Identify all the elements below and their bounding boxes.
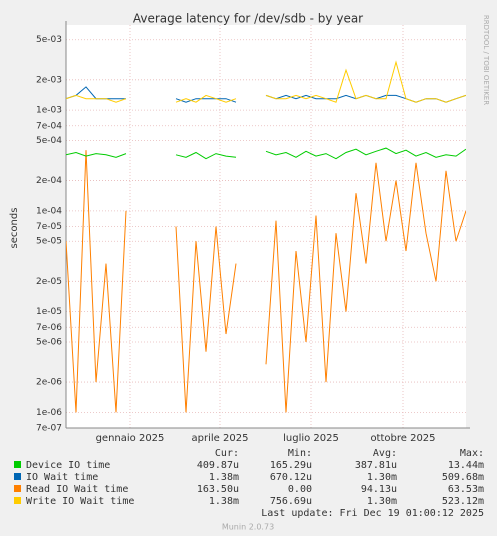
- stats-value: 165.29u: [270, 460, 312, 471]
- legend-label: Read IO Wait time: [26, 484, 128, 495]
- stats-value: 1.30m: [367, 472, 397, 483]
- stats-header: Min:: [288, 448, 312, 459]
- chart-title: Average latency for /dev/sdb - by year: [133, 12, 363, 26]
- stats-value: 509.68m: [442, 472, 484, 483]
- y-tick-label: 2e-05: [36, 277, 62, 287]
- x-tick-label: gennaio 2025: [96, 433, 165, 444]
- series-line: [175, 151, 237, 160]
- series-line: [66, 94, 127, 103]
- side-text: RRDTOOL / TOBI OETIKER: [482, 15, 490, 105]
- legend-label: Write IO Wait time: [26, 496, 134, 507]
- legend-swatch: [14, 497, 21, 504]
- footer: Last update: Fri Dec 19 01:00:12 2025: [261, 508, 484, 519]
- y-tick-label: 1e-04: [36, 206, 62, 216]
- y-tick-label: 1e-06: [36, 408, 62, 418]
- stats-header: Cur:: [215, 448, 239, 459]
- x-tick-label: ottobre 2025: [370, 433, 435, 444]
- y-tick-label: 5e-05: [36, 237, 62, 247]
- stats-value: 670.12u: [270, 472, 312, 483]
- series-line: [66, 151, 127, 158]
- stats-value: 163.50u: [197, 484, 239, 495]
- stats-value: 94.13u: [361, 484, 397, 495]
- y-tick-label: 5e-06: [36, 337, 62, 347]
- y-tick-label: 1e-05: [36, 307, 62, 317]
- y-tick-label: 7e-07: [36, 424, 62, 434]
- stats-value: 63.53m: [448, 484, 484, 495]
- y-tick-label: 5e-04: [36, 136, 62, 146]
- series-line: [175, 226, 237, 413]
- y-tick-label: 1e-03: [36, 106, 62, 116]
- stats-value: 1.30m: [367, 496, 397, 507]
- stats-value: 409.87u: [197, 460, 239, 471]
- stats-value: 0.00: [288, 484, 312, 495]
- y-tick-label: 2e-04: [36, 176, 62, 186]
- y-tick-label: 5e-03: [36, 35, 62, 45]
- stats-value: 1.38m: [209, 472, 239, 483]
- series-line: [265, 147, 466, 160]
- y-tick-label: 7e-04: [36, 121, 62, 131]
- y-tick-label: 7e-05: [36, 222, 62, 232]
- legend-swatch: [14, 461, 21, 468]
- series-line: [175, 98, 237, 103]
- y-tick-label: 2e-03: [36, 75, 62, 85]
- series-line: [265, 60, 466, 103]
- legend-label: Device IO time: [26, 460, 110, 471]
- legend-label: IO Wait time: [26, 472, 98, 483]
- legend-swatch: [14, 473, 21, 480]
- stats-header: Max:: [460, 448, 484, 459]
- stats-header: Avg:: [373, 448, 397, 459]
- x-tick-label: aprile 2025: [192, 433, 249, 444]
- y-tick-label: 2e-06: [36, 378, 62, 388]
- y-tick-label: 7e-06: [36, 323, 62, 333]
- y-axis-label: seconds: [9, 208, 20, 249]
- x-tick-label: luglio 2025: [283, 433, 339, 444]
- series-line: [265, 162, 466, 413]
- series-line: [175, 94, 237, 103]
- stats-value: 756.69u: [270, 496, 312, 507]
- credit: Munin 2.0.73: [222, 523, 274, 532]
- legend-swatch: [14, 485, 21, 492]
- stats-value: 13.44m: [448, 460, 484, 471]
- stats-value: 387.81u: [355, 460, 397, 471]
- stats-value: 1.38m: [209, 496, 239, 507]
- stats-value: 523.12m: [442, 496, 484, 507]
- series-line: [66, 150, 127, 413]
